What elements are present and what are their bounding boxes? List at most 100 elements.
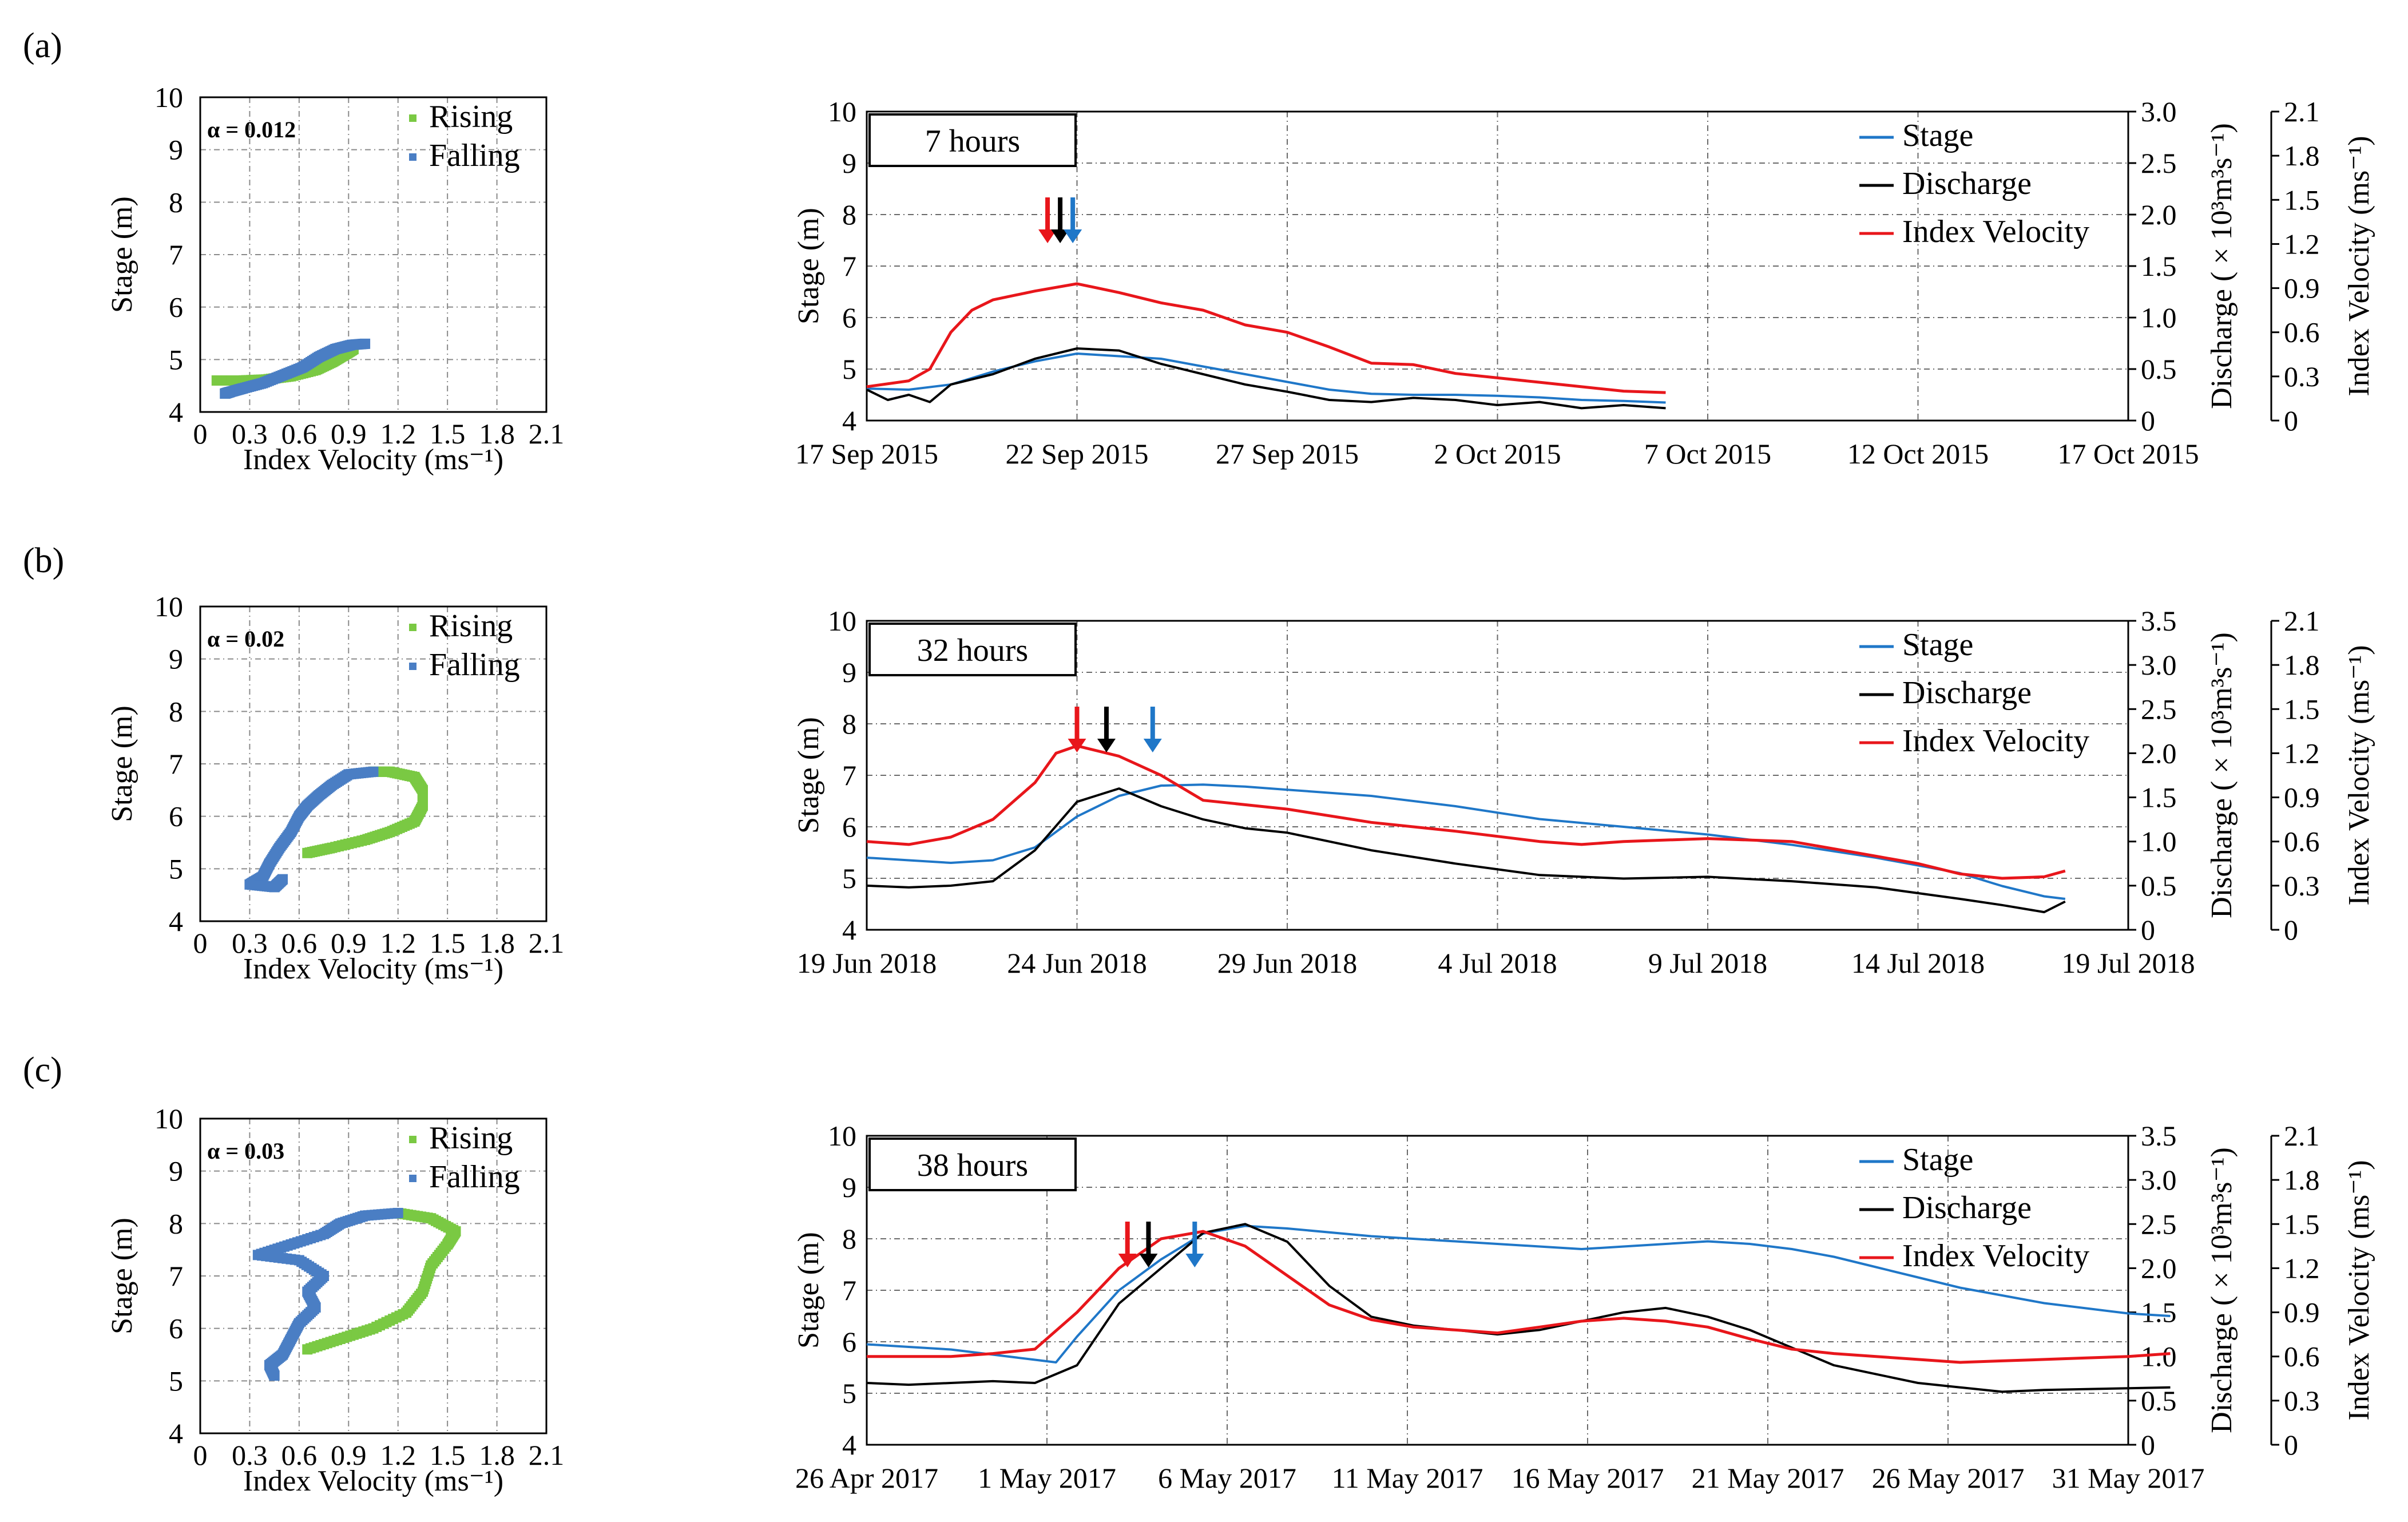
velocity-tick-label: 2.1 — [2284, 1120, 2320, 1152]
velocity-tick-label: 0.9 — [2284, 782, 2320, 814]
x-tick-label: 14 Jul 2018 — [1851, 947, 1985, 979]
y-axis-label: Stage (m) — [106, 705, 138, 822]
arrow-head — [1097, 739, 1116, 752]
x-tick-label: 0.3 — [232, 1439, 268, 1471]
discharge-peak-arrow — [1139, 1222, 1158, 1267]
x-tick-label: 19 Jun 2018 — [797, 947, 937, 979]
stage-axis-label: Stage (m) — [792, 717, 825, 834]
arrow-head — [1143, 739, 1162, 752]
stage-tick-label: 4 — [842, 1429, 856, 1461]
stage-tick-label: 10 — [828, 605, 856, 637]
discharge-tick-label: 2.0 — [2141, 737, 2177, 769]
x-tick-label: 0 — [193, 927, 208, 959]
arrow-head — [1185, 1254, 1204, 1267]
stage-tick-label: 6 — [842, 1326, 856, 1358]
x-tick-label: 7 Oct 2015 — [1644, 438, 1771, 470]
velocity-tick-label: 0.9 — [2284, 272, 2320, 304]
stage-tick-label: 8 — [842, 708, 856, 740]
stage-peak-arrow — [1064, 197, 1082, 243]
x-tick-label: 1.8 — [479, 1439, 515, 1471]
alpha-label: α = 0.03 — [207, 1138, 284, 1164]
x-tick-label: 12 Oct 2015 — [1847, 438, 1989, 470]
arrow-head — [1064, 229, 1082, 243]
velocity-tick-label: 1.8 — [2284, 1164, 2320, 1196]
velocity-tick-label: 0.9 — [2284, 1297, 2320, 1329]
discharge-peak-arrow — [1097, 707, 1116, 752]
discharge-tick-label: 3.0 — [2141, 96, 2177, 128]
x-tick-label: 0 — [193, 1439, 208, 1471]
plot-frame — [199, 605, 548, 922]
velocity-axis-label: Index Velocity (ms⁻¹) — [2343, 1160, 2375, 1420]
y-tick-label: 10 — [154, 590, 183, 623]
discharge-tick-label: 1.0 — [2141, 826, 2177, 858]
legend-falling-label: Falling — [429, 647, 520, 683]
x-axis-label: Index Velocity (ms⁻¹) — [243, 443, 503, 476]
y-tick-label: 6 — [169, 1313, 183, 1345]
y-tick-label: 7 — [169, 748, 183, 780]
alpha-label: α = 0.02 — [207, 626, 284, 652]
y-tick-label: 10 — [154, 1103, 183, 1135]
stage-axis-label: Stage (m) — [792, 208, 825, 324]
stage-tick-label: 4 — [842, 914, 856, 946]
discharge-axis-label: Discharge ( × 10³m³s⁻¹) — [2205, 123, 2238, 409]
velocity-tick-label: 2.1 — [2284, 96, 2320, 128]
discharge-tick-label: 0.5 — [2141, 1385, 2177, 1417]
legend-label: Discharge — [1902, 1190, 2032, 1226]
legend-rising-label: Rising — [429, 99, 513, 134]
stage-tick-label: 6 — [842, 302, 856, 334]
x-tick-label: 0.9 — [331, 418, 367, 450]
stage-tick-label: 5 — [842, 862, 856, 894]
velocity-tick-label: 0.6 — [2284, 316, 2320, 348]
velocity-tick-label: 0.3 — [2284, 1385, 2320, 1417]
x-tick-label: 0.6 — [281, 1439, 318, 1471]
x-tick-label: 0.6 — [281, 418, 318, 450]
stage-tick-label: 9 — [842, 1171, 856, 1203]
discharge-tick-label: 2.0 — [2141, 1252, 2177, 1284]
legend-rising-label: Rising — [429, 1120, 513, 1156]
x-tick-label: 24 Jun 2018 — [1007, 947, 1147, 979]
stage-series-line — [866, 783, 2066, 900]
falling-series — [220, 338, 371, 399]
x-tick-label: 0.3 — [232, 927, 268, 959]
discharge-series-line — [866, 787, 2066, 914]
x-tick-label: 16 May 2017 — [1512, 1462, 1664, 1494]
y-tick-label: 9 — [169, 1155, 183, 1187]
stage-series-line — [866, 352, 1666, 404]
legend-falling-marker — [409, 153, 416, 161]
lag-label: 38 hours — [917, 1148, 1028, 1183]
x-tick-label: 0 — [193, 418, 208, 450]
y-tick-label: 7 — [169, 239, 183, 271]
velocity-tick-label: 0 — [2284, 914, 2298, 946]
y-tick-label: 8 — [169, 695, 183, 727]
x-tick-label: 22 Sep 2015 — [1006, 438, 1149, 470]
x-axis-label: Index Velocity (ms⁻¹) — [243, 1465, 503, 1497]
legend-falling-marker — [409, 1175, 416, 1182]
discharge-tick-label: 3.0 — [2141, 1164, 2177, 1196]
rising-series — [302, 1208, 461, 1355]
discharge-tick-label: 0 — [2141, 1429, 2155, 1461]
velocity-tick-label: 0 — [2284, 1429, 2298, 1461]
plot-frame — [199, 96, 548, 413]
velocity-tick-label: 1.5 — [2284, 184, 2320, 216]
legend-label: Index Velocity — [1902, 1238, 2089, 1274]
velocity-axis-label: Index Velocity (ms⁻¹) — [2343, 136, 2375, 396]
discharge-tick-label: 2.5 — [2141, 147, 2177, 179]
x-tick-label: 2.1 — [529, 927, 565, 959]
legend-falling-label: Falling — [429, 138, 520, 173]
discharge-peak-arrow — [1051, 197, 1070, 243]
x-tick-label: 1 May 2017 — [978, 1462, 1116, 1494]
y-tick-label: 4 — [169, 1417, 183, 1449]
x-tick-label: 29 Jun 2018 — [1217, 947, 1357, 979]
legend-label: Stage — [1902, 1142, 1973, 1178]
discharge-series-line — [866, 1223, 2171, 1393]
legend-rising-marker — [409, 114, 416, 122]
discharge-tick-label: 1.5 — [2141, 1297, 2177, 1329]
legend-label: Discharge — [1902, 166, 2032, 201]
hysteresis-chart: 0 0.3 0.6 0.9 1.2 1.5 1.8 2.1 4 5 6 7 8 9 10 Index Velo… — [106, 1103, 564, 1497]
x-tick-label: 9 Jul 2018 — [1648, 947, 1767, 979]
hysteresis-chart: 0 0.3 0.6 0.9 1.2 1.5 1.8 2.1 4 5 6 7 8 9 10 Index Velo… — [106, 81, 564, 476]
velocity-tick-label: 0.6 — [2284, 1341, 2320, 1373]
discharge-tick-label: 0 — [2141, 914, 2155, 946]
velocity-tick-label: 0.6 — [2284, 826, 2320, 858]
arrow-head — [1068, 739, 1086, 752]
